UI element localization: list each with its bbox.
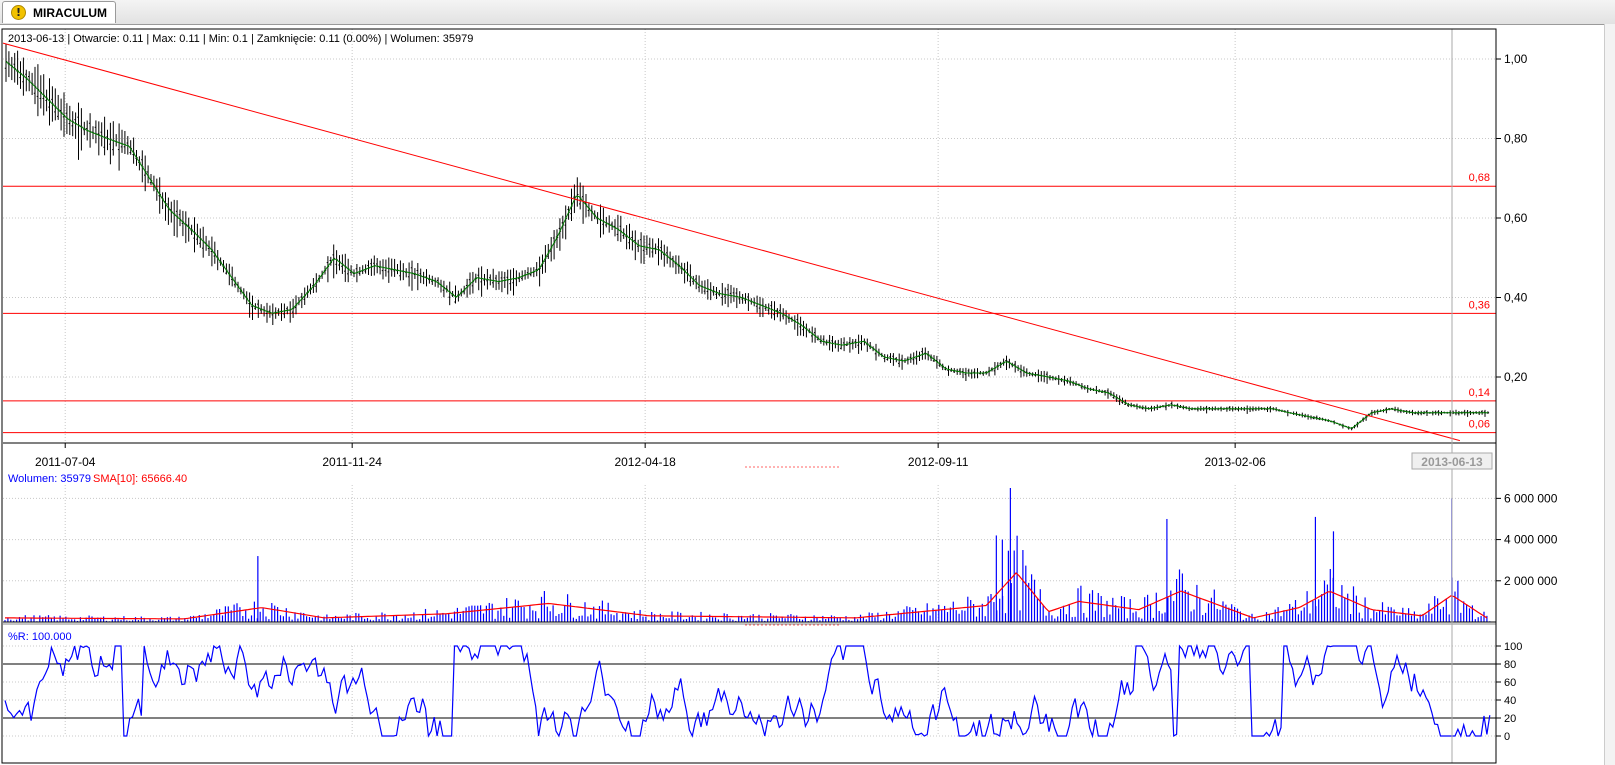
volume-y-tick-label: 6 000 000 [1504, 491, 1558, 505]
wr-line [4, 643, 1491, 739]
chart-frame [1, 28, 1497, 764]
x-tick-label: 2013-02-06 [1204, 455, 1266, 469]
tab-label: MIRACULUM [33, 6, 107, 20]
trendline[interactable] [2, 42, 1461, 442]
y-tick-label: 0,40 [1504, 291, 1528, 305]
wr-y-tick-label: 0 [1504, 731, 1510, 743]
wr-y-tick-label: 40 [1504, 695, 1516, 707]
chart-background [2, 29, 1496, 763]
tab-miraculum[interactable]: ! MIRACULUM [2, 1, 116, 23]
x-tick-label: 2012-09-11 [908, 455, 969, 469]
volume-sma-line [5, 572, 1488, 620]
chart-area[interactable]: 0,680,360,140,06 2011-07-04 2011-11-24 201… [0, 24, 1604, 765]
wr-label: %R: 100.000 [8, 631, 72, 643]
wr-panel [3, 643, 1496, 739]
price-info: 2013-06-13 | Otwarcie: 0.11 | Max: 0.11 … [8, 33, 473, 45]
volume-y-tick-label: 2 000 000 [1504, 574, 1558, 588]
volume-label: Wolumen: 35979 [8, 473, 91, 485]
warning-icon: ! [11, 5, 26, 20]
level-label: 0,14 [1469, 387, 1490, 399]
tick-labels: 2011-07-04 2011-11-24 2012-04-18 2012-09-11… [35, 52, 1558, 743]
x-tick-label: 2011-07-04 [35, 455, 96, 469]
volume-y-tick-label: 4 000 000 [1504, 533, 1558, 547]
volume-sma-label: SMA[10]: 65666.40 [93, 473, 187, 485]
y-tick-label: 1,00 [1504, 52, 1528, 66]
sma-line [5, 61, 1488, 429]
horizontal-levels: 0,68 0,36 0,14 0,06 [3, 172, 1496, 434]
wr-y-tick-label: 60 [1504, 677, 1516, 689]
level-label: 0,06 [1469, 419, 1490, 431]
y-tick-label: 0,60 [1504, 211, 1528, 225]
axes [1, 28, 1497, 764]
x-tick-label: 2012-04-18 [614, 455, 676, 469]
tab-bar: ! MIRACULUM [0, 0, 1615, 25]
right-scrollbar[interactable] [1604, 24, 1615, 765]
current-date-box [1411, 452, 1493, 470]
level-label: 0,68 [1469, 172, 1490, 184]
x-tick-label: 2011-11-24 [322, 455, 382, 469]
current-date-label: 2013-06-13 [1421, 455, 1483, 469]
wr-y-tick-label: 100 [1504, 641, 1522, 653]
wr-y-tick-label: 80 [1504, 659, 1516, 671]
y-tick-label: 0,80 [1504, 132, 1528, 146]
grid [3, 29, 1496, 737]
level-label: 0,36 [1469, 299, 1490, 311]
y-tick-label: 0,20 [1504, 370, 1528, 384]
wr-y-tick-label: 20 [1504, 713, 1516, 725]
